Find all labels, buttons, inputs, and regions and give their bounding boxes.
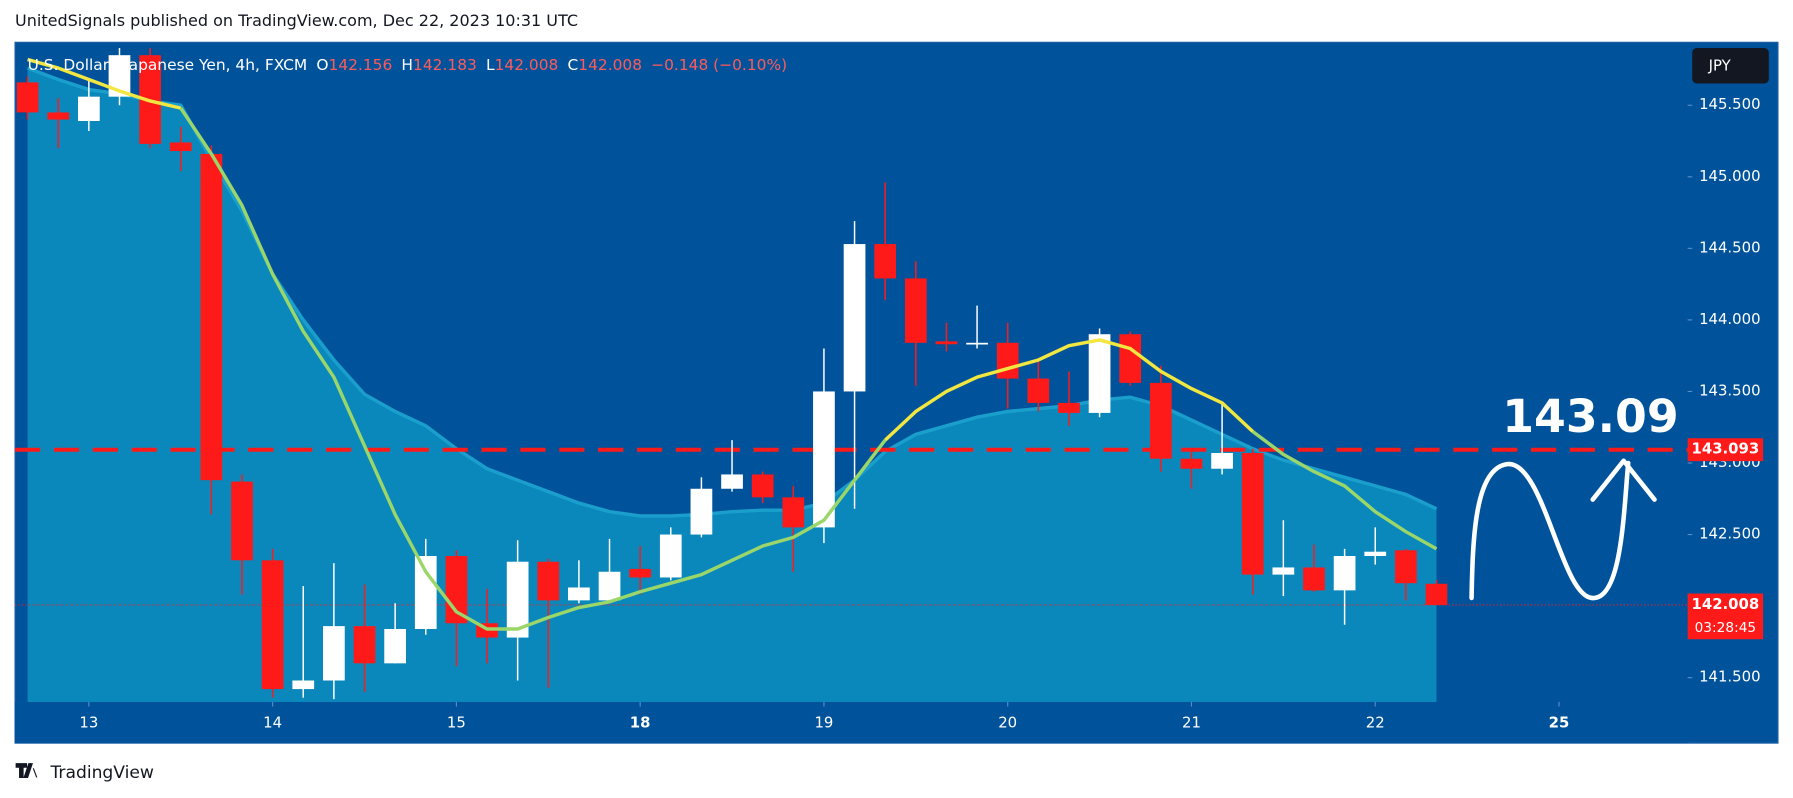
candle-body <box>1211 452 1233 469</box>
legend-ohlc-value: 142.008 <box>578 56 642 74</box>
candle-body <box>1333 556 1356 591</box>
footer-brand: TradingView <box>49 763 153 783</box>
price-label: 143.093 <box>1692 440 1760 458</box>
candle-body <box>904 278 927 343</box>
candle-body <box>1027 378 1050 403</box>
x-tick-label: 13 <box>79 714 98 732</box>
x-tick-label: 14 <box>263 714 282 732</box>
legend-ohlc-value: 142.156 <box>329 56 393 74</box>
candle-body <box>261 560 284 690</box>
candle-body <box>782 497 805 528</box>
candle-body <box>843 244 866 392</box>
candle-body <box>690 488 713 535</box>
arrow-head <box>1590 458 1657 502</box>
candle-body <box>384 628 406 664</box>
y-tick-label: 145.000 <box>1699 167 1760 185</box>
candle-body <box>813 391 835 528</box>
logo-mark <box>15 763 38 778</box>
candle-body <box>1303 567 1325 591</box>
candle-body <box>77 96 100 122</box>
candle-body <box>169 142 192 152</box>
y-tick-label: 145.500 <box>1699 95 1760 113</box>
candle-body <box>721 474 743 489</box>
candle-body <box>506 561 529 638</box>
legend: U.S. Dollar / Japanese Yen, 4h, FXCM O142… <box>28 56 788 74</box>
footer-logo <box>15 763 38 778</box>
candle-body <box>1395 550 1417 584</box>
countdown-label: 03:28:45 <box>1695 620 1757 636</box>
x-tick-label: 21 <box>1182 714 1201 732</box>
candle-body <box>16 82 39 113</box>
candle-body <box>1364 551 1387 557</box>
x-tick-label: 20 <box>998 714 1017 732</box>
candle-body <box>47 112 70 120</box>
candle-body <box>568 587 590 601</box>
y-tick-label: 143.500 <box>1699 381 1760 399</box>
currency-button[interactable] <box>1692 48 1769 84</box>
x-tick-label: 25 <box>1549 714 1570 732</box>
candle-body <box>323 626 345 681</box>
legend-ohlc-value: 142.008 <box>495 56 559 74</box>
candle-body <box>1088 334 1111 413</box>
header: UnitedSignals published on TradingView.c… <box>15 11 578 30</box>
legend-ohlc-letter: C <box>567 56 578 74</box>
y-tick-label: 141.500 <box>1699 668 1760 686</box>
candle-body <box>353 626 376 664</box>
candle-body <box>1149 382 1172 459</box>
time-axis <box>15 701 1688 744</box>
y-tick-label: 144.000 <box>1699 310 1760 328</box>
candle-body <box>1119 334 1142 383</box>
legend-symbol: U.S. Dollar / Japanese Yen, 4h, FXCM <box>28 56 308 74</box>
moving-average <box>27 57 1254 442</box>
legend-ohlc-letter: H <box>401 56 413 74</box>
candle-body <box>537 561 560 601</box>
candle-body <box>874 244 897 279</box>
candle-body <box>1180 458 1203 469</box>
legend-change: −0.148 (−0.10%) <box>651 56 787 74</box>
x-tick-label: 15 <box>447 714 466 732</box>
candle-body <box>966 342 988 345</box>
candle-body <box>629 568 652 578</box>
candle-body <box>1241 452 1264 575</box>
candle-body <box>659 534 682 578</box>
candle-body <box>1058 402 1080 413</box>
x-tick-label: 22 <box>1366 714 1385 732</box>
candle-body <box>598 571 621 601</box>
candle-body <box>200 153 223 481</box>
candle-body <box>996 342 1019 379</box>
legend-ohlc-letter: O <box>316 56 328 74</box>
price-label-box <box>1687 438 1764 462</box>
candle-body <box>1425 583 1448 605</box>
candle-body <box>231 481 253 561</box>
price-label-box <box>1687 593 1764 640</box>
candle-body <box>292 680 315 690</box>
moving-average <box>179 107 1438 631</box>
legend-ohlc-value: 142.183 <box>413 56 477 74</box>
candle-body <box>108 55 131 97</box>
legend-ohlc-letter: L <box>486 56 495 74</box>
annotation: 143.09 <box>1502 390 1678 443</box>
band-area <box>27 68 1437 702</box>
x-tick-label: 18 <box>630 714 651 732</box>
x-tick-label: 19 <box>814 714 833 732</box>
plot <box>15 48 1688 702</box>
candle-body <box>935 341 958 345</box>
y-tick-label: 142.500 <box>1699 525 1760 543</box>
candle-body <box>414 556 437 629</box>
candle-body <box>1272 567 1295 575</box>
price-label: 142.008 <box>1692 595 1760 613</box>
candle-body <box>751 474 774 498</box>
y-tick-label: 144.500 <box>1699 238 1760 256</box>
currency-label: JPY <box>1708 56 1732 74</box>
hand-drawn-curve <box>1469 460 1631 601</box>
